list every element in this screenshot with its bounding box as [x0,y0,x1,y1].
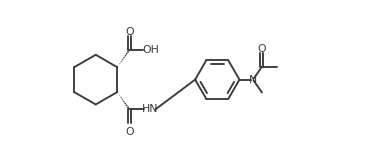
Text: OH: OH [142,45,159,55]
Text: O: O [125,27,134,37]
Text: N: N [249,75,257,85]
Text: HN: HN [142,104,158,114]
Text: O: O [125,127,134,137]
Text: O: O [258,44,266,54]
